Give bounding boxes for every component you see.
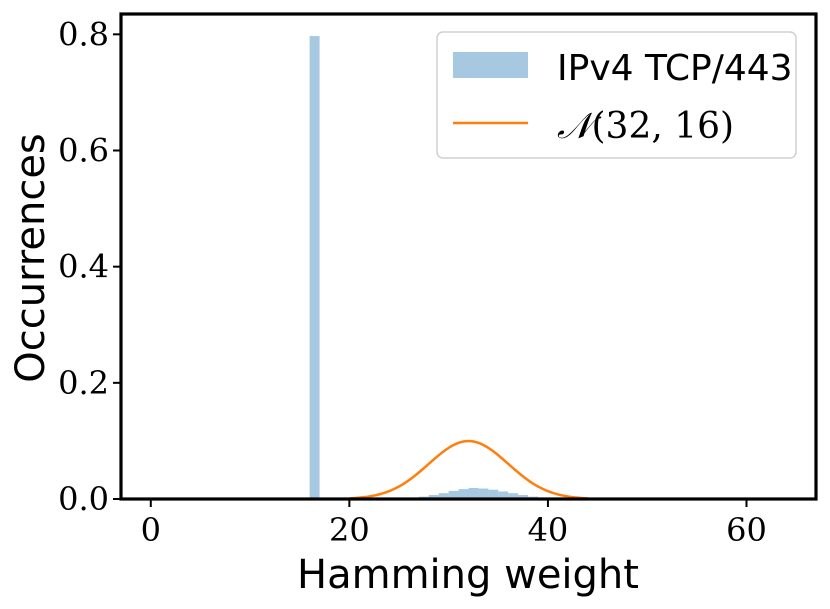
normal-curve-line [349,439,588,500]
histogram-bar [448,490,459,499]
histogram-bar [488,489,499,499]
x-axis-label: Hamming weight [297,552,639,598]
x-axis-ticks: 0 20 40 60 [141,499,767,549]
x-tick-label: 0 [141,511,161,549]
histogram-bar [508,493,519,499]
histogram-bar [518,494,529,499]
x-tick-label: 60 [726,511,767,549]
x-tick-label: 40 [528,511,569,549]
histogram-bar [309,36,320,499]
y-tick-label: 0.2 [58,364,109,402]
plot-frame [119,12,818,501]
y-tick-label: 0.4 [58,248,109,286]
y-axis-label: Occurrences [8,133,54,383]
legend: IPv4 TCP/443 𝒩(32, 16) [436,31,797,159]
legend-label-normal: 𝒩(32, 16) [557,106,734,147]
histogram-bar [468,487,479,499]
histogram-bar [498,491,509,499]
y-tick-label: 0.6 [58,131,109,169]
legend-swatch-histogram [453,52,528,78]
histogram-bar [478,488,489,499]
y-tick-label: 0.0 [58,480,109,518]
x-tick-label: 20 [329,511,370,549]
histogram-bar [438,493,449,499]
histogram-bar [458,489,469,499]
y-tick-label: 0.8 [58,15,109,53]
normal-params: (32, 16) [592,106,735,147]
legend-label-histogram: IPv4 TCP/443 [557,48,793,89]
histogram-bar [428,494,439,499]
y-axis-ticks: 0.0 0.2 0.4 0.6 0.8 [58,15,121,518]
